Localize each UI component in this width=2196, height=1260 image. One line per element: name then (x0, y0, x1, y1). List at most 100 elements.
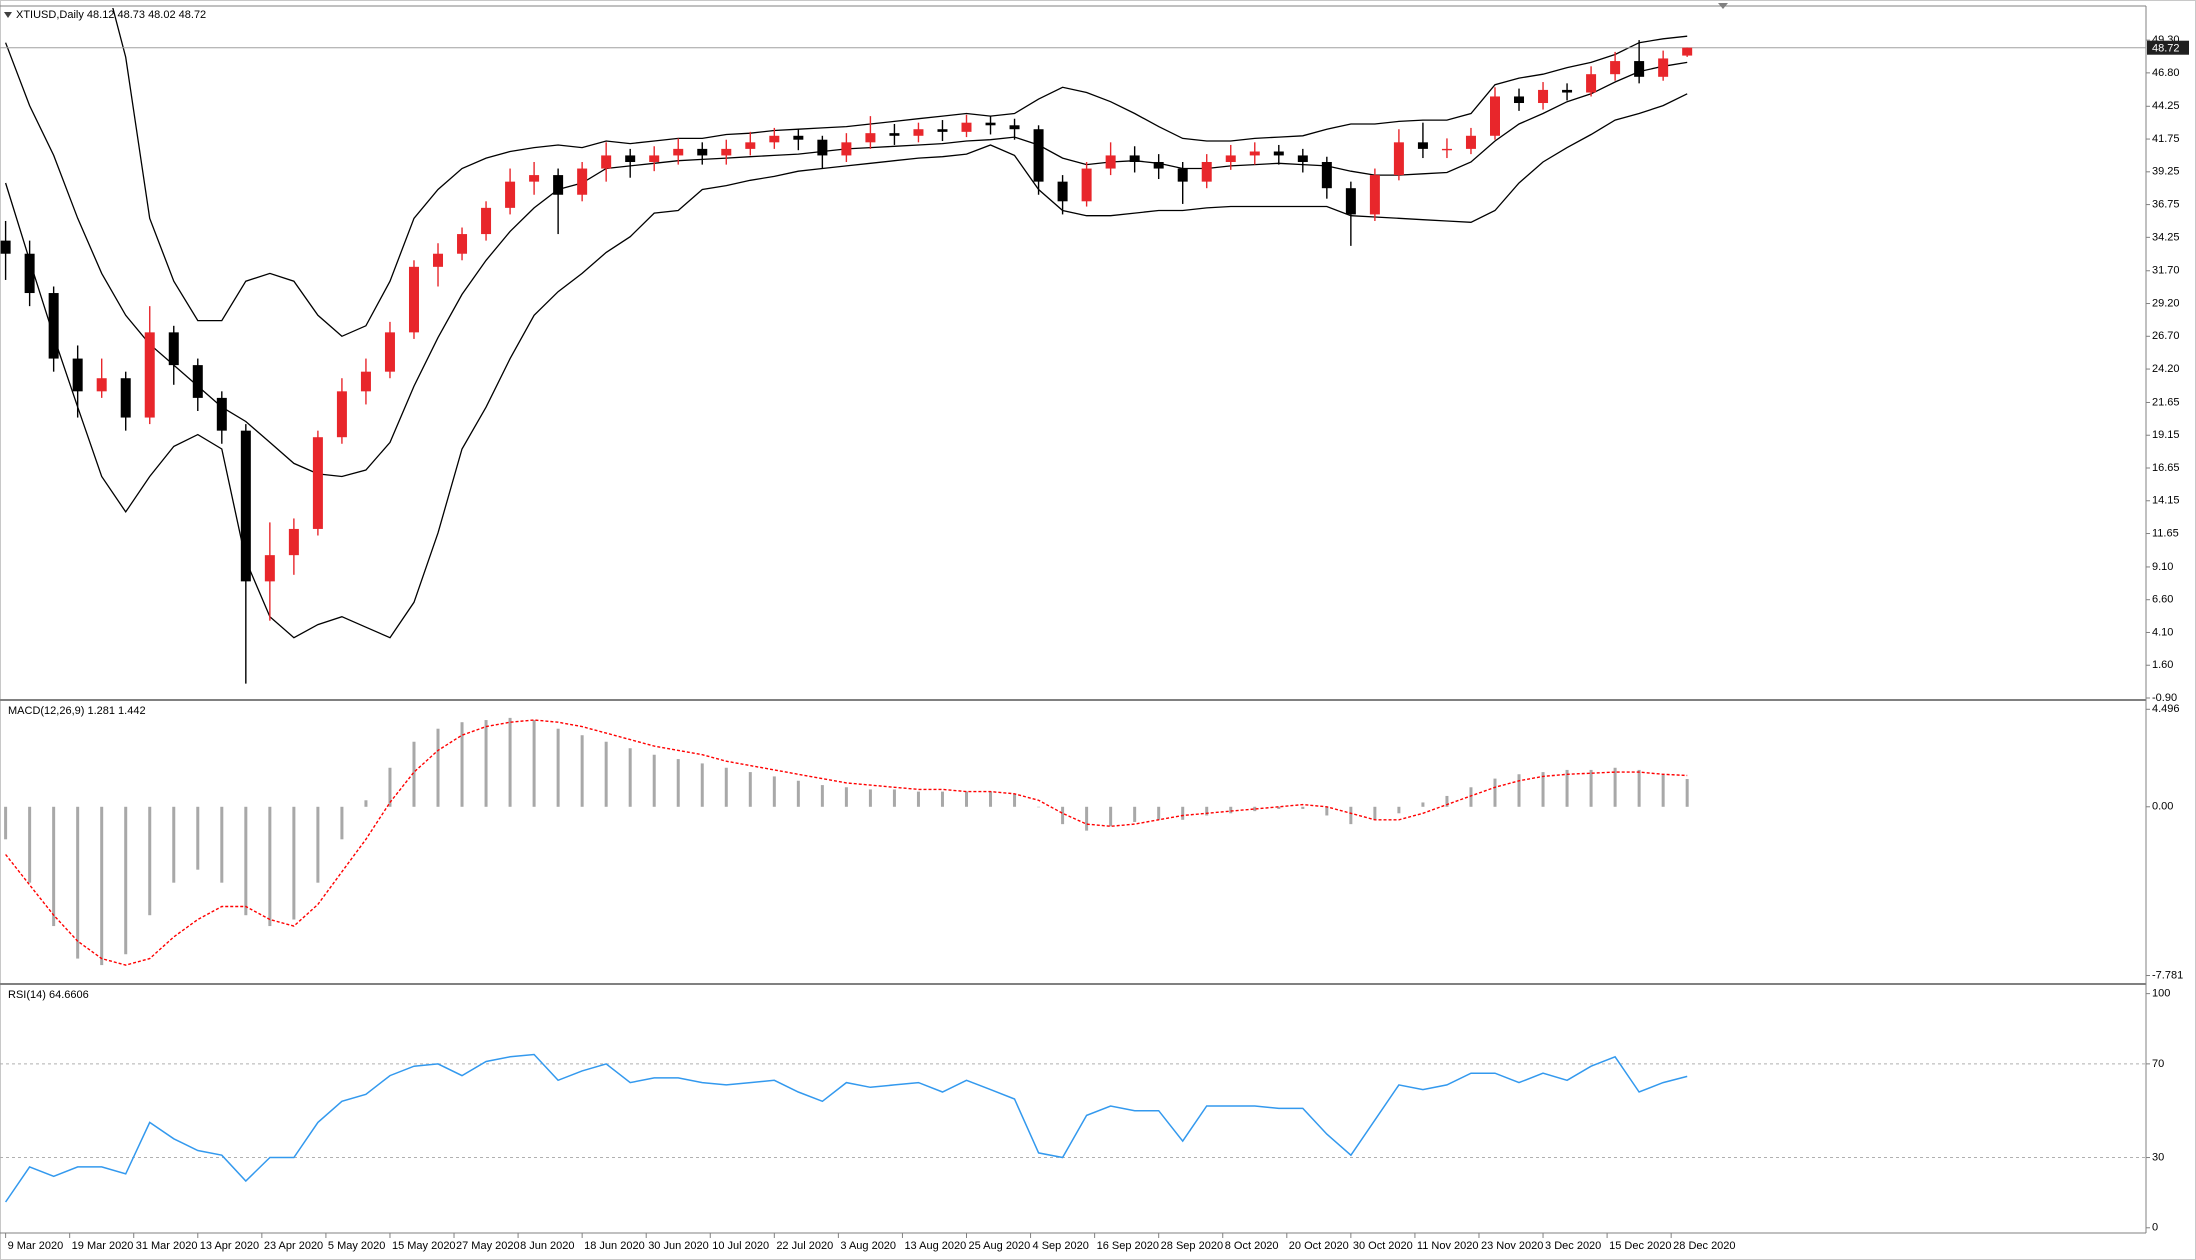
macd-bar (1229, 806, 1233, 814)
candle-body (24, 253, 35, 294)
candle-body (48, 293, 59, 359)
bollinger-band (112, 8, 1688, 338)
candle-body (408, 266, 419, 333)
macd-bar (1493, 778, 1497, 807)
macd-bar (1349, 806, 1353, 825)
shift-marker (1718, 3, 1728, 9)
x-tick-label: 13 Aug 2020 (904, 1240, 966, 1252)
macd-bar (1613, 767, 1617, 807)
candle-body (1057, 181, 1068, 202)
y-tick-label: 41.75 (2152, 133, 2180, 145)
candle-body (1225, 155, 1236, 162)
candle-body (1201, 161, 1212, 182)
candle-body (1009, 125, 1020, 130)
macd-bar (1325, 806, 1329, 816)
candle-body (1562, 89, 1573, 93)
macd-bar (940, 791, 944, 807)
macd-bar (4, 806, 8, 840)
candle-body (216, 397, 227, 431)
candle-body (1586, 74, 1597, 93)
candle-body (1538, 89, 1549, 104)
macd-bar (124, 806, 128, 955)
panel-title: MACD(12,26,9) 1.281 1.442 (8, 705, 146, 717)
macd-bar (748, 772, 752, 807)
x-tick-label: 28 Dec 2020 (1673, 1240, 1735, 1252)
macd-bar (1085, 806, 1089, 831)
y-tick-label: 36.75 (2152, 198, 2180, 210)
candle-body (1634, 61, 1645, 77)
x-tick-label: 25 Aug 2020 (969, 1240, 1031, 1252)
candle-body (96, 378, 107, 392)
y-tick-label: 26.70 (2152, 330, 2180, 342)
macd-bar (316, 806, 320, 883)
macd-bar (484, 720, 488, 807)
macd-bar (1637, 769, 1641, 807)
y-tick-label: 19.15 (2152, 429, 2180, 441)
candle-body (240, 430, 251, 582)
macd-bar (989, 791, 993, 807)
macd-bar (52, 806, 56, 927)
macd-bar (844, 787, 848, 807)
y-tick-label: 39.25 (2152, 166, 2180, 178)
x-tick-label: 20 Oct 2020 (1289, 1240, 1349, 1252)
candle-body (505, 181, 516, 208)
macd-bar (1061, 806, 1065, 825)
x-tick-label: 8 Oct 2020 (1225, 1240, 1279, 1252)
macd-bar (412, 741, 416, 807)
x-tick-label: 3 Dec 2020 (1545, 1240, 1601, 1252)
candle-body (793, 135, 804, 140)
candle-body (1393, 142, 1404, 176)
panel-title: RSI(14) 64.6606 (8, 989, 89, 1001)
candle-body (1249, 151, 1260, 156)
candle-body (1081, 168, 1092, 202)
y-tick-label: 6.60 (2152, 594, 2173, 606)
macd-bar (1181, 806, 1185, 820)
macd-bar (820, 785, 824, 807)
candle-body (1153, 161, 1164, 169)
candle-body (985, 122, 996, 126)
candle-body (312, 437, 323, 529)
macd-bar (868, 789, 872, 807)
y-tick-label: 100 (2152, 988, 2170, 1000)
candle-body (1129, 155, 1140, 162)
candle-body (553, 175, 564, 195)
y-tick-label: 14.15 (2152, 495, 2180, 507)
macd-bar (1445, 795, 1449, 807)
x-tick-label: 23 Apr 2020 (264, 1240, 323, 1252)
y-tick-label: 46.80 (2152, 67, 2180, 79)
candle-body (168, 332, 179, 366)
y-tick-label: -0.90 (2152, 692, 2177, 704)
macd-bar (580, 735, 584, 807)
candle-body (625, 155, 636, 162)
x-tick-label: 9 Mar 2020 (8, 1240, 64, 1252)
macd-bar (965, 791, 969, 807)
candle-body (336, 391, 347, 438)
macd-bar (1205, 806, 1209, 816)
macd-bar (172, 806, 176, 883)
x-tick-label: 22 Jul 2020 (776, 1240, 833, 1252)
macd-bar (604, 741, 608, 807)
macd-bar (148, 806, 152, 916)
candle-body (360, 371, 371, 392)
candle-body (264, 555, 275, 582)
x-tick-label: 31 Mar 2020 (136, 1240, 198, 1252)
macd-bar (1109, 806, 1113, 827)
last-price-badge (2147, 40, 2189, 55)
panel-title: XTIUSD,Daily 48.12 48.73 48.02 48.72 (16, 9, 206, 21)
candle-body (601, 155, 612, 169)
macd-bar (1253, 806, 1257, 812)
macd-bar (436, 728, 440, 807)
rsi-line (4, 1053, 1688, 1203)
macd-bar (100, 806, 104, 966)
candle-body (841, 142, 852, 156)
candle-body (1417, 142, 1428, 149)
macd-bar (388, 767, 392, 807)
macd-bar (244, 806, 248, 916)
macd-bar (1517, 774, 1521, 807)
y-tick-label: -7.781 (2152, 969, 2183, 981)
x-tick-label: 5 May 2020 (328, 1240, 385, 1252)
y-tick-label: 31.70 (2152, 265, 2180, 277)
candle-body (673, 148, 684, 156)
candle-body (1033, 129, 1044, 182)
